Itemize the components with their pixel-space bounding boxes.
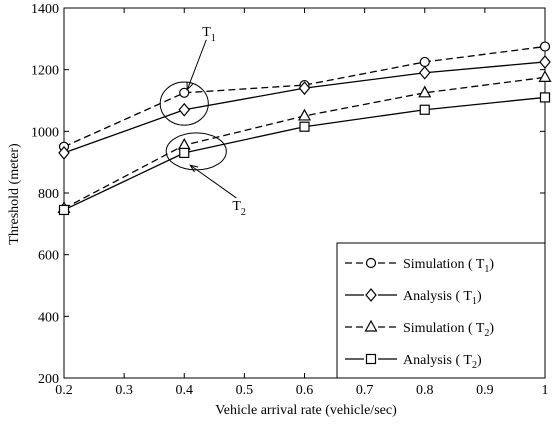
- x-tick-label: 0.5: [236, 383, 254, 398]
- series-2: [58, 55, 551, 160]
- y-tick-label: 200: [38, 372, 59, 387]
- x-axis-ticks: 0.2 0.3 0.4 0.5 0.6 0.7 0.8 0.9 1: [55, 8, 549, 398]
- x-axis-label: Vehicle arrival rate (vehicle/sec): [215, 403, 397, 418]
- data-point: [538, 70, 552, 82]
- x-tick-label: 0.3: [115, 383, 133, 398]
- legend-entry-3: Simulation ( T2): [345, 319, 494, 339]
- data-point: [418, 85, 432, 98]
- series-1: [58, 41, 551, 152]
- series-layer: [57, 41, 552, 216]
- y-tick-label: 400: [38, 310, 59, 325]
- data-point: [179, 147, 190, 159]
- x-tick-label: 0.4: [176, 383, 194, 398]
- legend: Simulation ( T1) Analysis ( T1) Simulation…: [336, 242, 546, 379]
- legend-entry-2: Analysis ( T1): [345, 288, 482, 307]
- legend-entry-4: Analysis ( T2): [345, 352, 482, 371]
- data-point: [58, 145, 70, 160]
- data-point: [178, 102, 191, 117]
- data-point: [177, 137, 191, 150]
- legend-marker: [364, 319, 378, 332]
- legend-entry-1: Simulation ( T1): [345, 256, 494, 275]
- x-tick-label: 0.9: [476, 383, 494, 398]
- annotation-layer: T1 T2: [159, 25, 246, 218]
- legend-label: Simulation ( T1): [403, 257, 494, 275]
- annotation-1: T1: [159, 25, 216, 126]
- data-point: [539, 55, 551, 69]
- annotation-arrowhead: [186, 81, 194, 91]
- legend-label: Analysis ( T2): [403, 353, 482, 371]
- x-tick-label: 0.7: [356, 383, 374, 398]
- annotation-label: T1: [202, 25, 216, 44]
- y-axis-ticks: 200 400 600 800 1000 1200 1400: [31, 2, 545, 387]
- annotation-ellipse: [159, 81, 209, 126]
- annotation-ellipse: [165, 132, 227, 171]
- data-point: [299, 121, 310, 132]
- annotation-arrow: [189, 164, 237, 199]
- data-point: [58, 204, 70, 216]
- y-tick-label: 600: [38, 249, 59, 264]
- data-point: [418, 65, 431, 80]
- y-tick-label: 1200: [31, 64, 59, 79]
- legend-marker: [365, 353, 377, 365]
- y-axis-label: Threshold (meter): [7, 143, 22, 245]
- x-tick-label: 0.6: [296, 383, 314, 398]
- annotation-label: T2: [232, 199, 246, 218]
- y-tick-label: 1400: [31, 2, 59, 17]
- annotation-arrow: [186, 39, 207, 90]
- series-line: [63, 61, 546, 154]
- data-point: [419, 104, 430, 115]
- y-tick-label: 1000: [31, 125, 59, 140]
- legend-label: Simulation ( T2): [403, 321, 494, 339]
- series-4: [58, 92, 551, 216]
- x-tick-label: 0.2: [55, 383, 73, 398]
- data-point: [179, 87, 190, 98]
- data-point: [419, 56, 430, 68]
- legend-label: Analysis ( T1): [403, 289, 482, 307]
- data-point: [539, 41, 551, 52]
- legend-marker: [365, 257, 377, 269]
- data-point: [297, 108, 312, 121]
- y-tick-label: 800: [38, 187, 59, 202]
- annotation-arrowhead: [189, 164, 199, 173]
- annotation-2: T2: [165, 132, 246, 218]
- series-line: [63, 76, 546, 209]
- data-point: [298, 81, 311, 96]
- legend-marker: [365, 288, 377, 302]
- data-point: [539, 92, 551, 103]
- x-tick-label: 1: [542, 383, 549, 398]
- x-tick-label: 0.8: [416, 383, 434, 398]
